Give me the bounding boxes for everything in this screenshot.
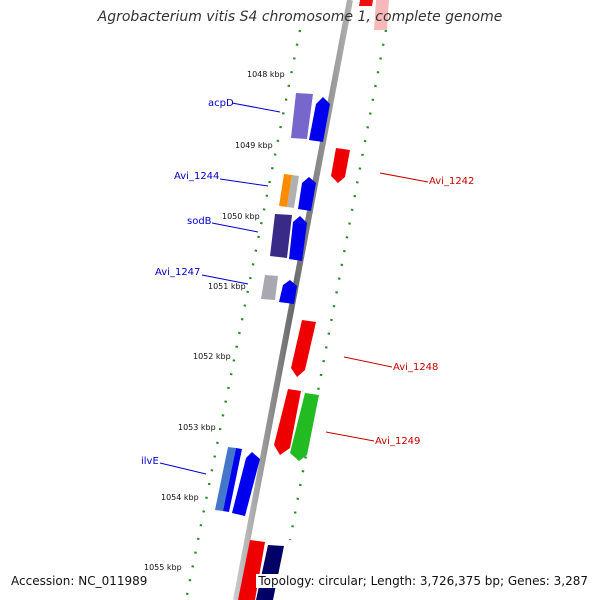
kbp-label: 1054 kbp [161, 493, 199, 502]
gene-label-sodB: sodB [187, 216, 212, 227]
gene-label-Avi_1242: Avi_1242 [429, 176, 474, 187]
kbp-label: 1055 kbp [144, 563, 182, 572]
kbp-label: 1050 kbp [222, 212, 260, 221]
gene-ilvE[interactable] [215, 447, 260, 516]
kbp-label: 1049 kbp [235, 141, 273, 150]
gene-label-acpD: acpD [208, 98, 234, 109]
gene-label-ilvE: ilvE [141, 456, 159, 467]
gene-Avi_1249[interactable] [274, 389, 319, 461]
label-connectors [159, 102, 429, 475]
gene-label-Avi_1244: Avi_1244 [174, 171, 219, 182]
gene-Avi_1247[interactable] [261, 275, 297, 304]
kbp-label: 1053 kbp [178, 423, 216, 432]
map-title: Agrobacterium vitis S4 chromosome 1, com… [97, 9, 503, 25]
gene-Avi_1248[interactable] [291, 320, 316, 377]
kbp-label: 1052 kbp [193, 352, 231, 361]
gene-top-partial[interactable] [359, 0, 389, 30]
kbp-label: 1048 kbp [247, 70, 285, 79]
gene-label-Avi_1248: Avi_1248 [393, 362, 438, 373]
topology-text: Topology: circular; Length: 3,726,375 bp… [256, 574, 590, 588]
gene-label-Avi_1247: Avi_1247 [155, 267, 200, 278]
gene-labels: acpD Avi_1244 sodB Avi_1247 ilvE Avi_124… [141, 98, 474, 467]
kbp-label: 1051 kbp [208, 282, 246, 291]
gene-Avi_1242[interactable] [331, 148, 350, 183]
gene-sodB[interactable] [270, 214, 307, 261]
accession-text: Accession: NC_011989 [9, 574, 150, 588]
gene-acpD[interactable] [291, 93, 330, 142]
gene-Avi_1244[interactable] [279, 174, 316, 211]
kbp-scale: 1048 kbp 1049 kbp 1050 kbp 1051 kbp 1052… [144, 70, 285, 572]
gene-bottom-reverse[interactable] [238, 540, 265, 600]
gene-label-Avi_1249: Avi_1249 [375, 436, 420, 447]
